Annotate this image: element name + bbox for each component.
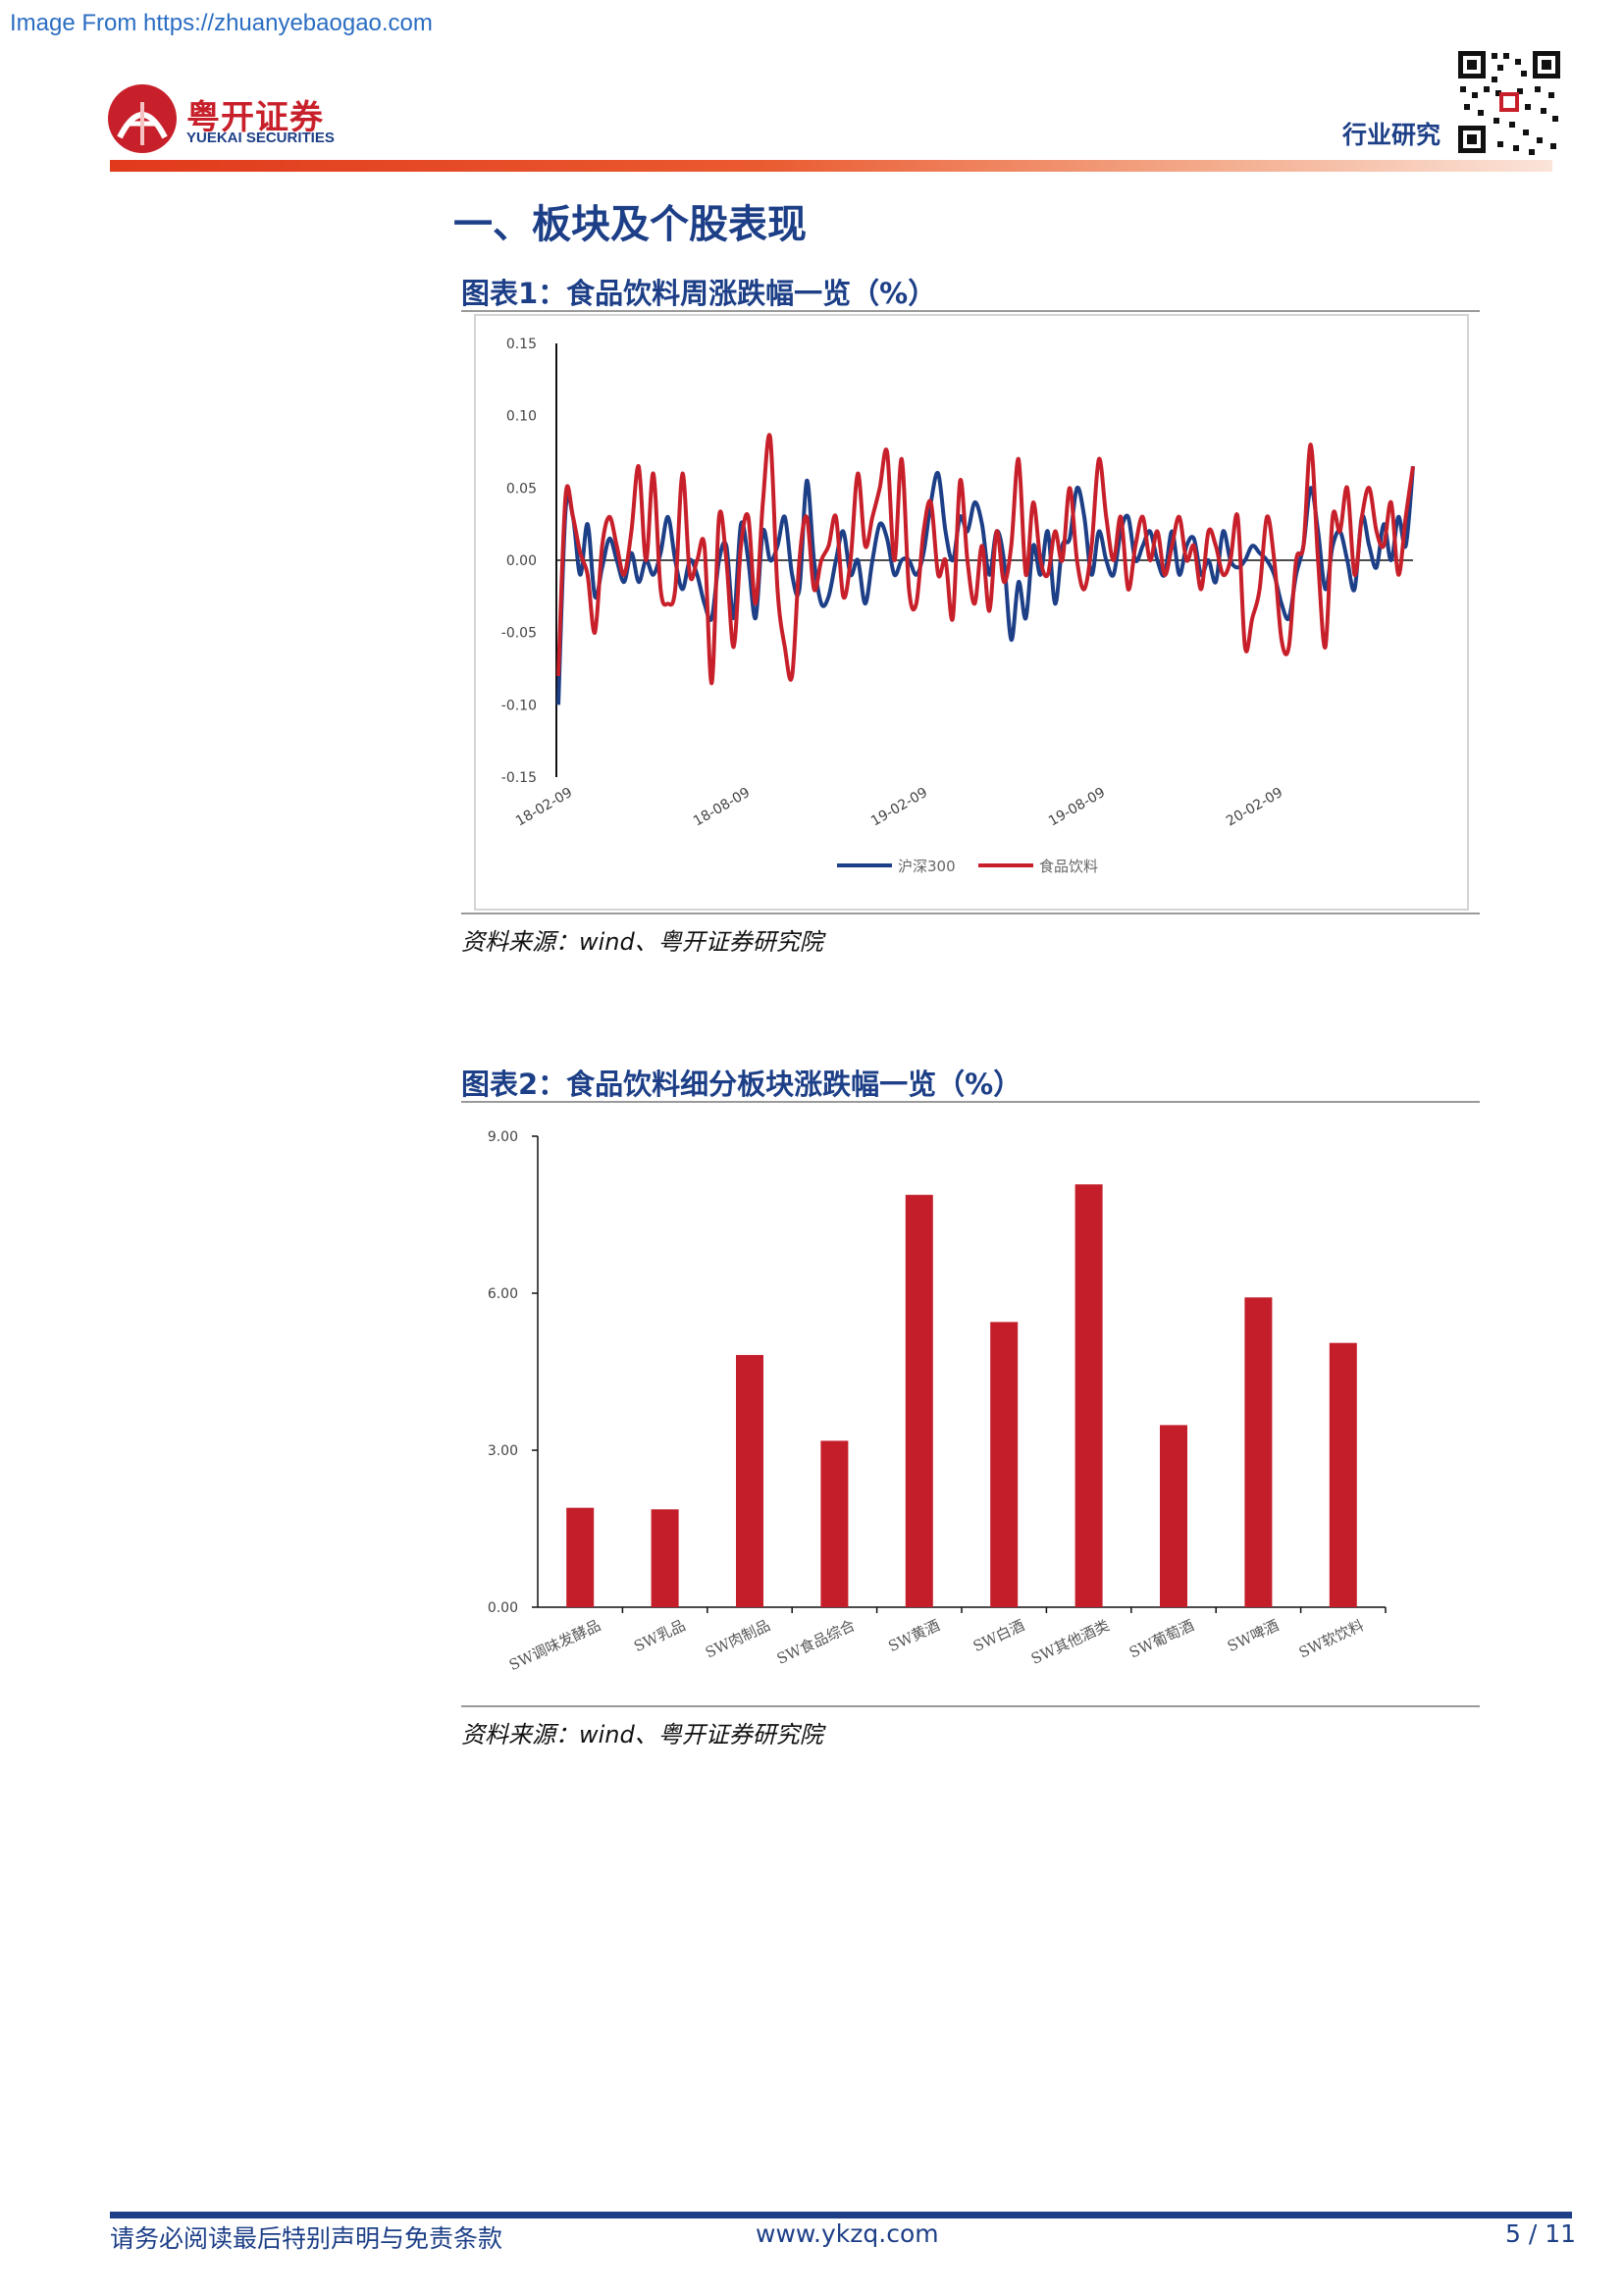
figure-2-title: 图表2：食品饮料细分板块涨跌幅一览（%）: [461, 1068, 1022, 1101]
x-category-label: SW肉制品: [703, 1616, 773, 1661]
footer-website: www.ykzq.com: [756, 2219, 939, 2248]
x-tick-label: 18-02-09: [513, 785, 575, 830]
bar: [651, 1509, 679, 1607]
x-tick-label: 19-08-09: [1046, 785, 1108, 830]
footer-page-number: 5 / 11: [1505, 2219, 1577, 2248]
y-tick-label: 9.00: [488, 1129, 518, 1145]
bar: [1244, 1297, 1273, 1607]
x-tick-label: 18-08-09: [691, 785, 753, 830]
x-category-label: SW软饮料: [1296, 1616, 1367, 1661]
bar: [820, 1440, 849, 1607]
x-category-label: SW黄酒: [885, 1616, 942, 1655]
y-tick-label: -0.05: [501, 626, 537, 642]
x-tick-label: 20-02-09: [1224, 785, 1285, 830]
qr-code-icon: [1454, 47, 1564, 157]
figure-1-source: 资料来源：wind、粤开证券研究院: [461, 928, 823, 956]
legend-label: 沪深300: [898, 858, 956, 875]
y-tick-label: 0.00: [488, 1600, 518, 1616]
x-category-label: SW食品综合: [774, 1616, 858, 1668]
logo-chinese-name: 粤开证券: [186, 98, 324, 137]
figure-1-title: 图表1：食品饮料周涨跌幅一览（%）: [461, 277, 937, 310]
y-tick-label: 0.10: [506, 409, 537, 425]
x-category-label: SW葡萄酒: [1126, 1616, 1197, 1661]
figure-1-top-rule: [461, 310, 1480, 312]
y-tick-label: 0.05: [506, 481, 537, 496]
figure-1-chart-frame: 0.15 0.10 0.05 0.00 -0.05 -0.10 -0.15 18-02-09 1…: [474, 314, 1469, 911]
company-logo: 粤开证券 YUEKAI SECURITIES: [108, 84, 353, 157]
y-tick-label: 6.00: [488, 1286, 518, 1302]
y-tick-label: -0.15: [501, 770, 537, 786]
report-category: 行业研究: [1342, 121, 1441, 149]
footer-disclaimer: 请务必阅读最后特别声明与免责条款: [110, 2224, 503, 2253]
series-line-csi300: [556, 466, 1415, 705]
y-tick-label: 0.00: [506, 553, 537, 569]
bar: [1160, 1425, 1187, 1607]
figure-2-bottom-rule: [461, 1705, 1480, 1707]
y-tick-label: 0.15: [506, 337, 537, 352]
series-line-food-beverage: [556, 433, 1415, 686]
x-tick-label: 19-02-09: [868, 785, 930, 830]
header-divider: [110, 160, 1552, 172]
legend-label: 食品饮料: [1039, 858, 1098, 875]
figure-1-bottom-rule: [461, 913, 1480, 914]
bar: [990, 1322, 1019, 1607]
logo-emblem-icon: [108, 84, 177, 153]
y-tick-label: -0.10: [501, 698, 537, 713]
x-category-label: SW乳品: [631, 1616, 688, 1655]
section-title: 一、板块及个股表现: [453, 202, 807, 247]
bar: [1329, 1342, 1357, 1607]
bar: [905, 1194, 933, 1607]
logo-english-name: YUEKAI SECURITIES: [186, 130, 335, 146]
x-category-label: SW其他酒类: [1028, 1616, 1112, 1668]
figure-2-top-rule: [461, 1101, 1480, 1103]
bar: [1074, 1184, 1103, 1607]
y-tick-label: 3.00: [488, 1443, 518, 1459]
bar: [566, 1507, 595, 1607]
x-category-label: SW调味发酵品: [506, 1616, 603, 1674]
x-category-label: SW白酒: [970, 1616, 1027, 1655]
source-watermark: Image From https://zhuanyebaogao.com: [10, 10, 433, 36]
footer-divider: [110, 2212, 1572, 2218]
bar: [736, 1354, 763, 1607]
x-category-label: SW啤酒: [1225, 1616, 1282, 1655]
figure-2-source: 资料来源：wind、粤开证券研究院: [461, 1721, 823, 1748]
